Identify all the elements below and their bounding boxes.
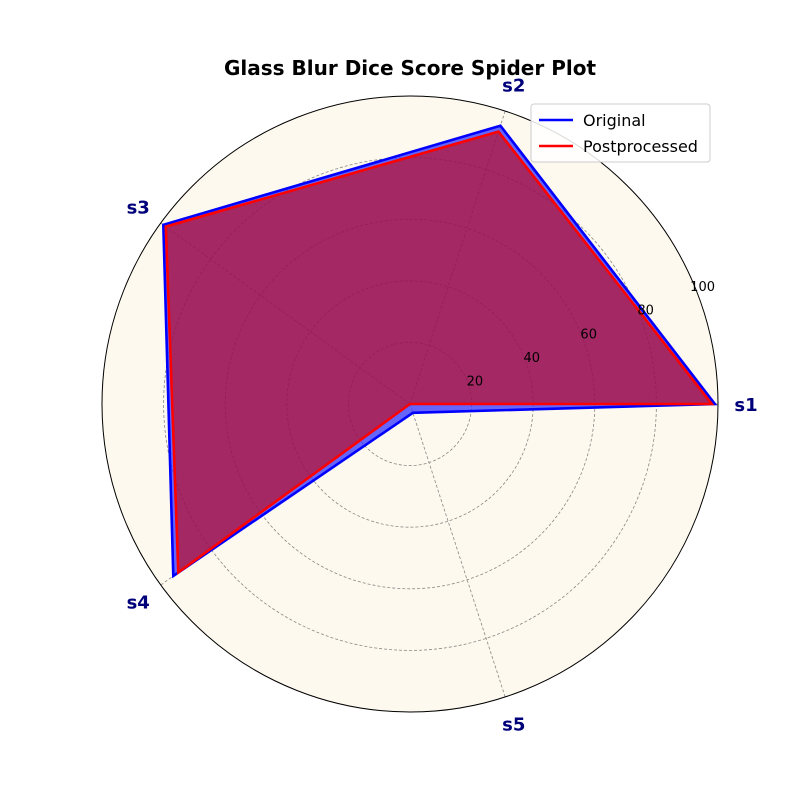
series-fill-postprocessed xyxy=(165,131,712,573)
category-label-s5: s5 xyxy=(502,715,525,736)
r-tick-label: 40 xyxy=(524,351,541,366)
r-tick-label: 100 xyxy=(690,280,715,295)
series-line-postprocessed xyxy=(164,130,715,575)
chart-title: Glass Blur Dice Score Spider Plot xyxy=(224,56,596,80)
legend: Original Postprocessed xyxy=(530,103,711,163)
r-tick-label: 20 xyxy=(467,374,484,389)
legend-label-postprocessed: Postprocessed xyxy=(583,137,698,156)
series-line-original xyxy=(161,124,718,579)
category-label-s2: s2 xyxy=(502,75,525,96)
legend-label-original: Original xyxy=(583,111,646,130)
plot-area: 20 40 60 80 100 s1 s2 s3 s4 s5 xyxy=(101,75,758,736)
category-label-s1: s1 xyxy=(734,395,757,416)
category-label-s3: s3 xyxy=(127,198,150,219)
grid-spoke xyxy=(409,403,506,698)
category-label-s4: s4 xyxy=(127,593,150,614)
r-tick-label: 60 xyxy=(580,327,597,342)
r-tick-label: 80 xyxy=(637,304,654,319)
polar-frame xyxy=(101,95,719,713)
legend-box xyxy=(530,103,711,163)
